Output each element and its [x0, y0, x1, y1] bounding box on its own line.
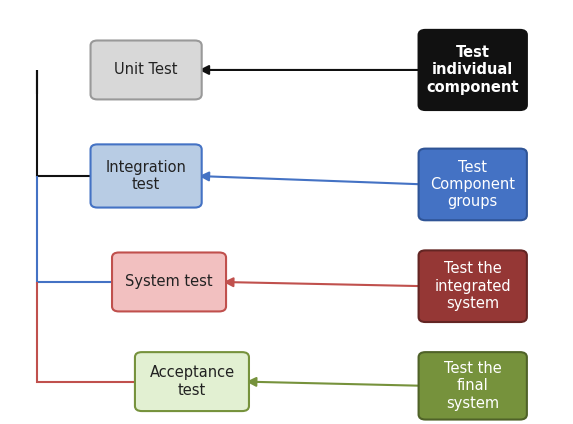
Text: Test
individual
component: Test individual component: [426, 45, 519, 95]
FancyBboxPatch shape: [418, 352, 527, 420]
FancyBboxPatch shape: [91, 144, 202, 208]
FancyBboxPatch shape: [135, 352, 249, 411]
FancyBboxPatch shape: [418, 250, 527, 322]
Text: Acceptance
test: Acceptance test: [150, 365, 234, 398]
FancyBboxPatch shape: [112, 252, 226, 311]
Text: Test the
final
system: Test the final system: [444, 361, 501, 411]
FancyBboxPatch shape: [418, 149, 527, 220]
FancyBboxPatch shape: [91, 41, 202, 100]
Text: Integration
test: Integration test: [105, 160, 187, 192]
Text: Unit Test: Unit Test: [115, 62, 178, 78]
Text: Test the
integrated
system: Test the integrated system: [434, 261, 511, 311]
Text: Test
Component
groups: Test Component groups: [430, 159, 515, 209]
FancyBboxPatch shape: [418, 30, 527, 110]
Text: System test: System test: [125, 274, 213, 290]
